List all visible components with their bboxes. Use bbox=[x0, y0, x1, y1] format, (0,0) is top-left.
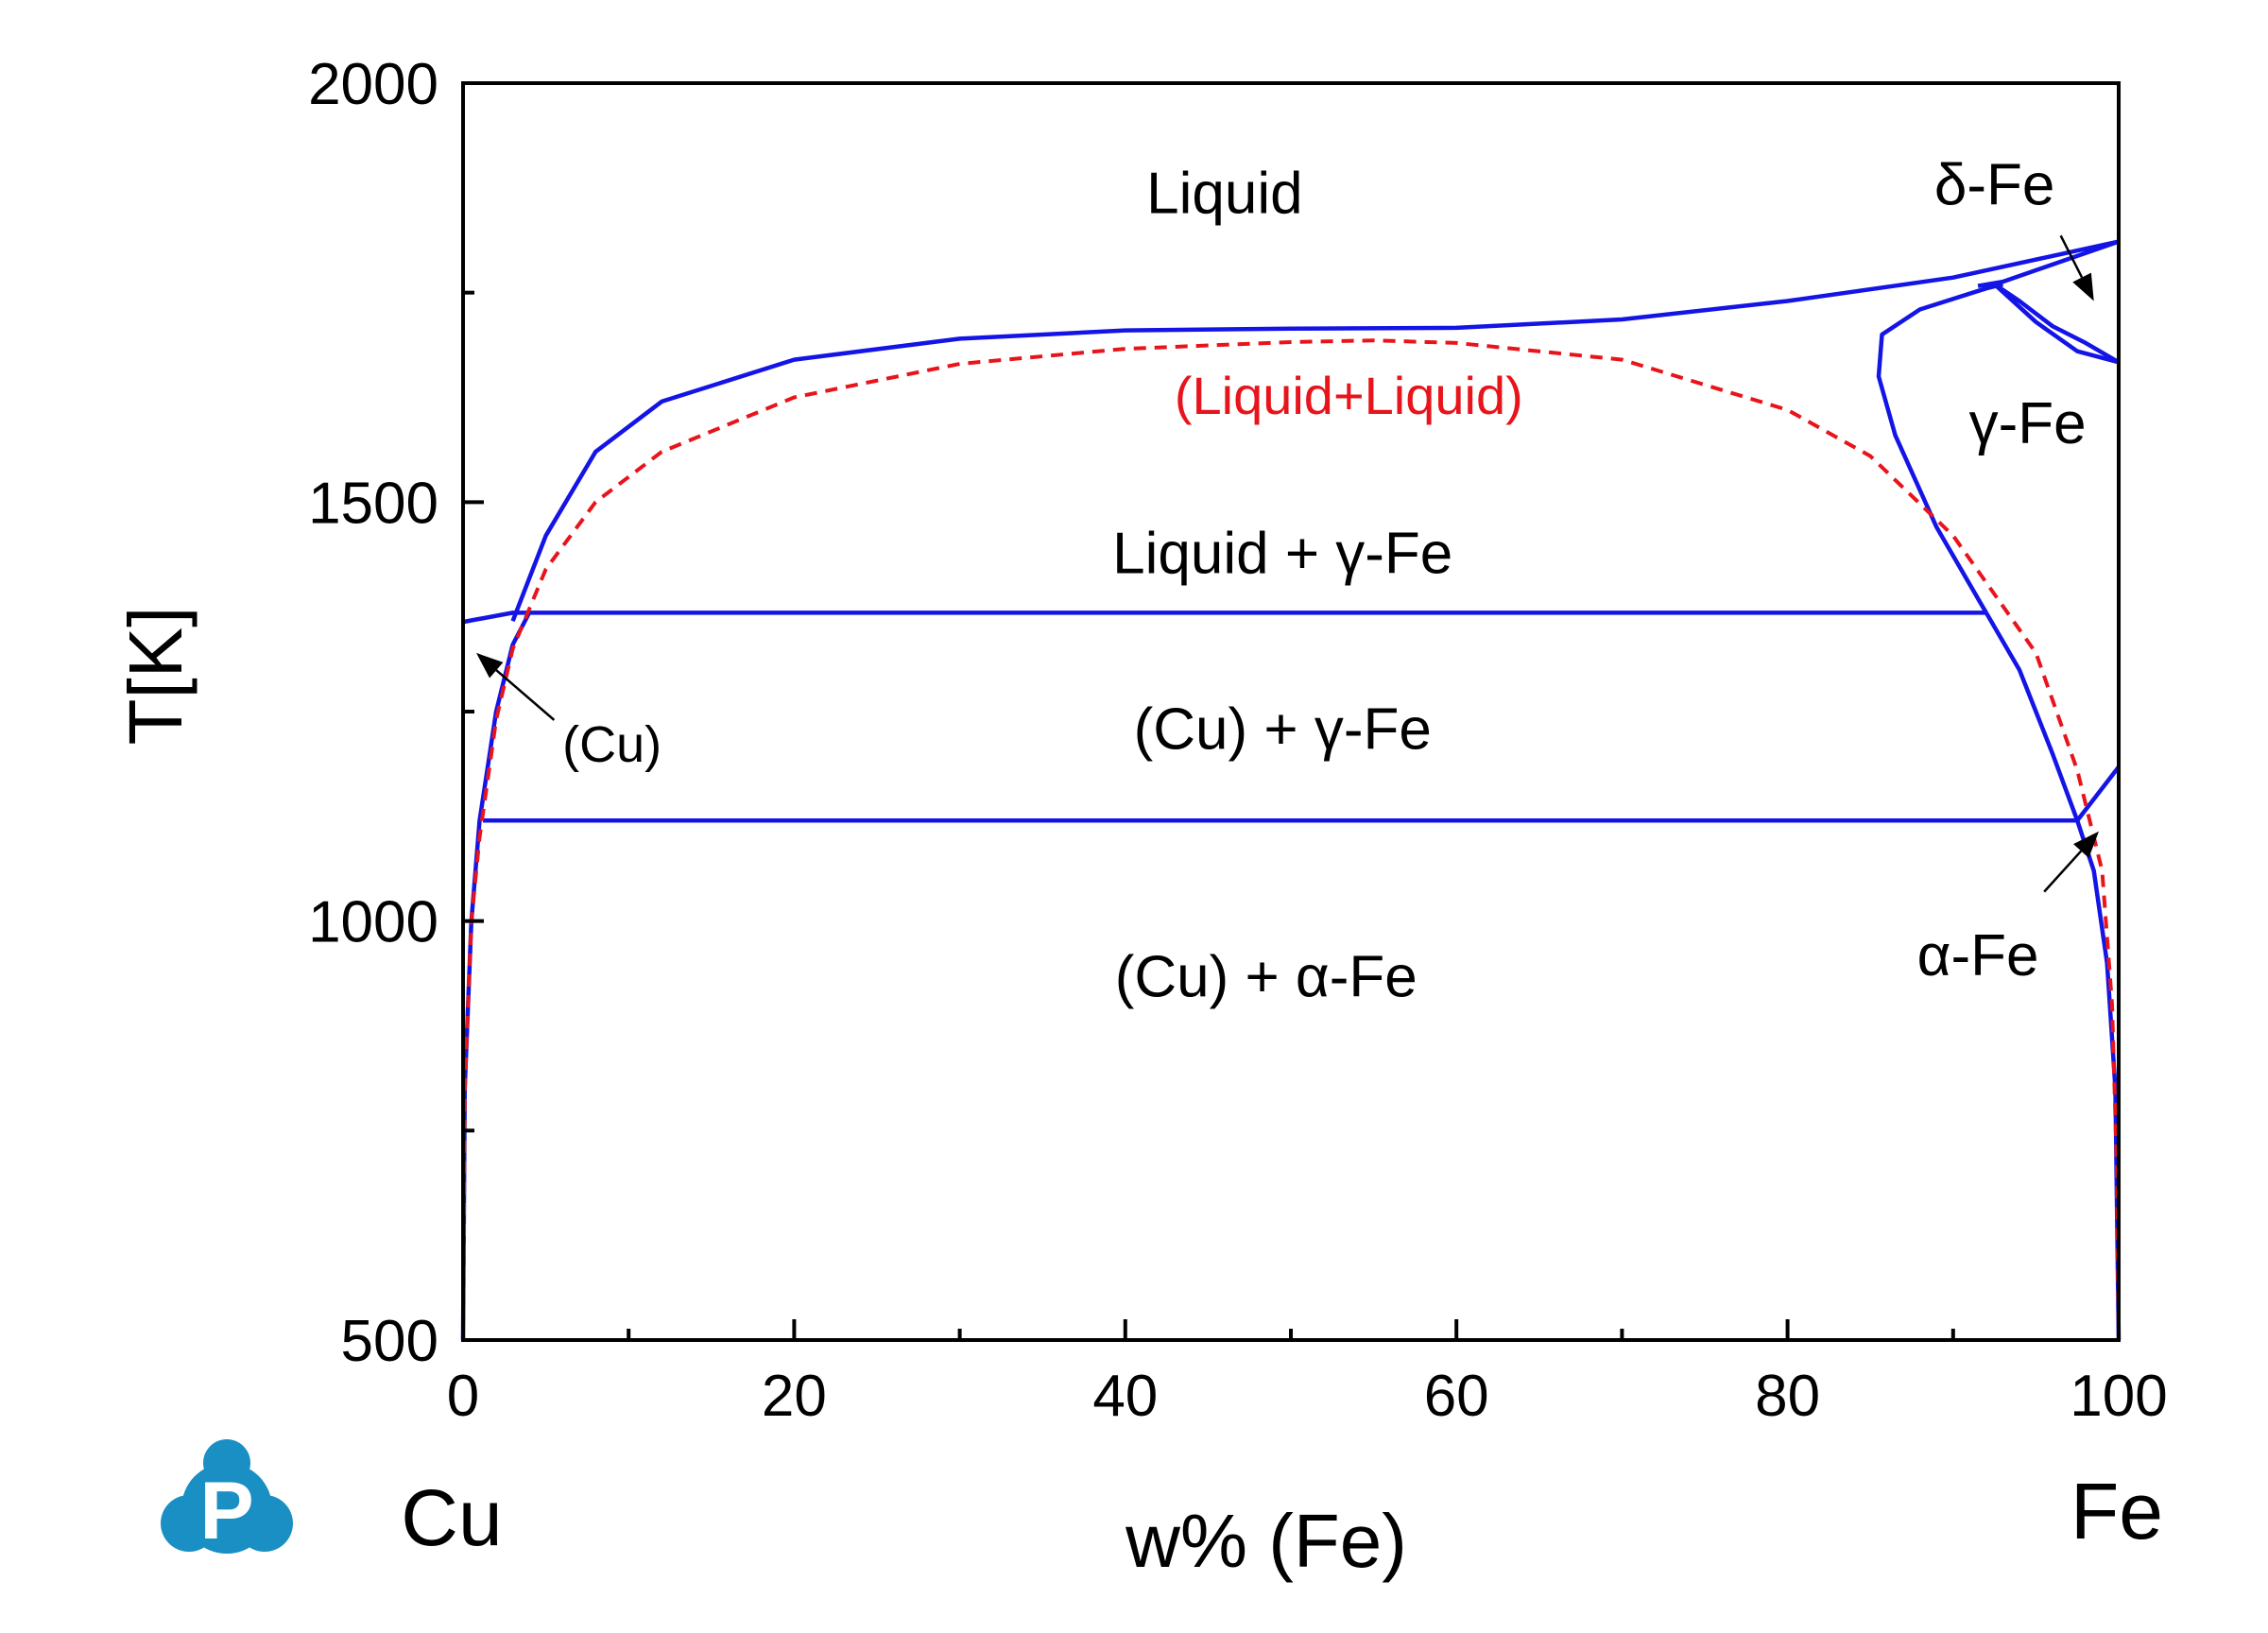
region-label-8: (Cu) bbox=[562, 716, 662, 773]
phase-region-labels: Liquid (Liquid+Liquid) Liquid + γ-Fe (Cu) +… bbox=[562, 152, 2086, 1009]
annotation-arrows bbox=[476, 234, 2099, 893]
logo: P bbox=[161, 1439, 293, 1556]
region-label-7: α-Fe bbox=[1917, 923, 2039, 988]
phase-boundary-line-9 bbox=[2075, 765, 2121, 822]
arrow-head-2 bbox=[476, 652, 504, 679]
y-tick-label-1: 1000 bbox=[308, 890, 438, 955]
region-label-6: γ-Fe bbox=[1969, 391, 2087, 456]
x-axis-title: w% (Fe) bbox=[1125, 1499, 1407, 1583]
y-tick-label-0: 500 bbox=[341, 1309, 438, 1374]
region-label-0: Liquid bbox=[1146, 161, 1302, 226]
phase-boundary-line-8 bbox=[1993, 282, 2121, 365]
logo-bubble-center bbox=[181, 1463, 272, 1554]
right-end-label: Fe bbox=[2070, 1467, 2163, 1556]
phase-boundary-line-7 bbox=[1993, 283, 2120, 365]
region-label-4: (Cu) + α-Fe bbox=[1115, 944, 1418, 1009]
arrow-shaft-0 bbox=[2059, 234, 2084, 279]
arrow-head-1 bbox=[2073, 831, 2099, 858]
x-tick-label-1: 20 bbox=[762, 1364, 827, 1429]
region-label-1: (Liquid+Liquid) bbox=[1175, 366, 1523, 425]
axis-tick-labels: 0 20 40 60 80 100 500 1000 1500 2000 bbox=[308, 52, 2168, 1429]
y-axis-title: T[K] bbox=[113, 607, 198, 746]
region-label-2: Liquid + γ-Fe bbox=[1112, 522, 1452, 587]
x-tick-label-5: 100 bbox=[2070, 1364, 2167, 1429]
arrow-shaft-2 bbox=[495, 669, 556, 721]
phase-boundary-line-5 bbox=[1984, 611, 2080, 822]
x-tick-label-2: 40 bbox=[1092, 1364, 1158, 1429]
phase-boundary-line-1 bbox=[462, 610, 1986, 625]
arrow-head-0 bbox=[2072, 272, 2094, 301]
x-tick-label-3: 60 bbox=[1424, 1364, 1489, 1429]
phase-boundary-line-10 bbox=[2075, 819, 2122, 1341]
phase-boundary-line-0 bbox=[510, 239, 2120, 623]
phase-boundary-line-2 bbox=[460, 611, 532, 1341]
left-end-label: Cu bbox=[401, 1473, 502, 1562]
region-label-3: (Cu) + γ-Fe bbox=[1134, 697, 1432, 763]
plot-frame bbox=[461, 81, 2121, 1342]
logo-glyph: P bbox=[199, 1466, 253, 1556]
y-tick-label-2: 1500 bbox=[308, 471, 438, 536]
phase-boundary-line-6 bbox=[1977, 239, 2120, 288]
region-label-5: δ-Fe bbox=[1934, 152, 2055, 217]
y-tick-label-3: 2000 bbox=[308, 52, 438, 117]
arrow-shaft-1 bbox=[2043, 850, 2083, 893]
x-tick-label-0: 0 bbox=[447, 1364, 479, 1429]
miscibility-gap-line-11 bbox=[461, 338, 2121, 1341]
x-tick-label-4: 80 bbox=[1755, 1364, 1820, 1429]
